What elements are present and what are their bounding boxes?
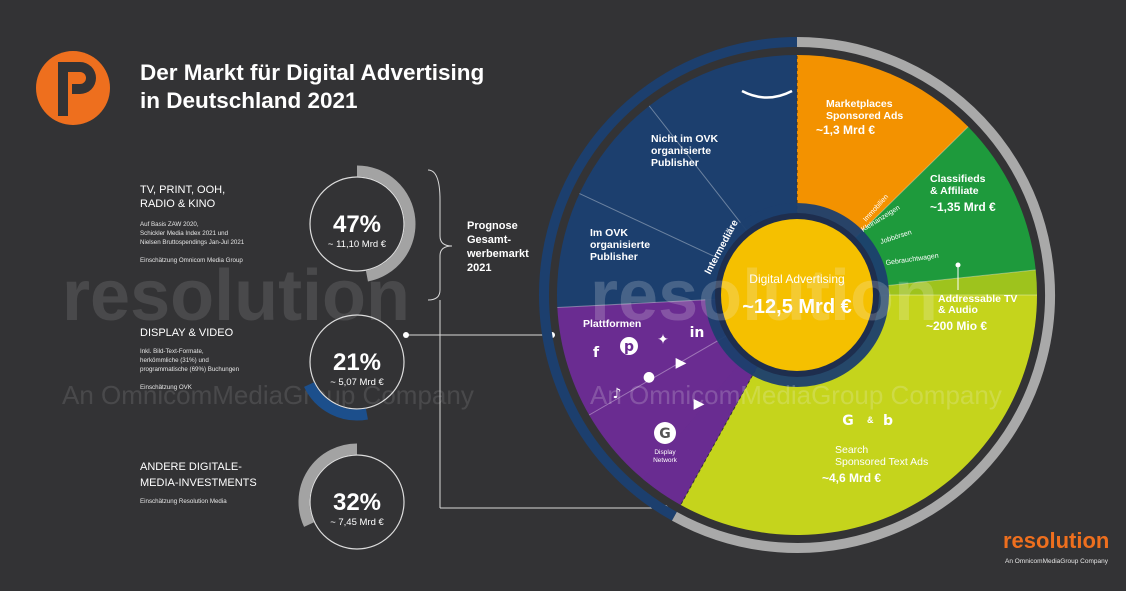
segment-label: Plattformen xyxy=(583,318,641,330)
category-title: ANDERE DIGITALE- xyxy=(140,461,242,473)
page-title-line2: in Deutschland 2021 xyxy=(140,88,358,113)
prognose-label: Gesamt- xyxy=(467,234,511,246)
twitter-icon: ✦ xyxy=(657,332,669,348)
watermark-right-tagline: An OmnicomMediaGroup Company xyxy=(590,380,1002,410)
category-note: Einschätzung Omnicom Media Group xyxy=(140,257,243,264)
addressable-leader-dot xyxy=(955,262,961,268)
percent-value-tv: 47% xyxy=(333,211,381,238)
reddit-icon: ● xyxy=(643,369,655,385)
segment-value: ~4,6 Mrd € xyxy=(822,471,881,485)
outer-grey-ring xyxy=(671,37,1055,553)
category-title: TV, PRINT, OOH, xyxy=(140,184,225,196)
percent-value-other: 32% xyxy=(333,489,381,516)
segment-label: Display xyxy=(654,449,676,456)
segment-label: Search xyxy=(835,444,868,456)
category-display-video: DISPLAY & VIDEO Inkl. Bild-Text-Formate,… xyxy=(140,327,240,391)
amount-value-display: ~ 5,07 Mrd € xyxy=(330,377,384,388)
google-icon: G xyxy=(842,413,854,429)
amazon-icon xyxy=(741,89,793,99)
bracket-lines xyxy=(406,169,665,509)
segment-label: organisierte xyxy=(651,145,711,157)
category-tv-print: TV, PRINT, OOH, RADIO & KINO Auf Basis Z… xyxy=(140,184,245,264)
ring-track xyxy=(309,314,405,410)
ring-track xyxy=(309,454,405,550)
center-disc xyxy=(721,219,873,371)
brand-logo-icon xyxy=(36,51,110,125)
watermark-left-tagline: An OmnicomMediaGroup Company xyxy=(62,380,474,410)
segment-label: Publisher xyxy=(590,251,638,263)
dashed-divider xyxy=(680,364,759,506)
watermark-left: resolution An OmnicomMediaGroup Company xyxy=(62,256,474,410)
category-title: RADIO & KINO xyxy=(140,198,216,210)
segment-label: Sponsored Ads xyxy=(826,110,903,122)
segment-value: ~1,35 Mrd € xyxy=(930,200,996,214)
category-title: DISPLAY & VIDEO xyxy=(140,327,234,339)
center-label: Digital Advertising xyxy=(749,272,844,286)
segment-label: Nicht im OVK xyxy=(651,133,719,145)
pinterest-icon-bg xyxy=(620,337,638,355)
category-note: Auf Basis ZAW 2020, xyxy=(140,221,199,228)
bing-icon: b xyxy=(883,413,893,429)
category-note: programmatische (69%) Buchungen xyxy=(140,366,240,373)
segment-value: ~1,3 Mrd € xyxy=(816,123,875,137)
ring-share-arc xyxy=(356,165,416,282)
segment-label: Classifieds xyxy=(930,173,986,185)
prognose-label: werbemarkt xyxy=(466,248,529,260)
prognose-label: 2021 xyxy=(467,262,491,274)
segment-label: & Audio xyxy=(938,304,978,316)
watermark-right: resolution An OmnicomMediaGroup Company xyxy=(590,256,1002,410)
ampersand-label: & xyxy=(867,415,874,425)
digital-advertising-chart: Digital Advertising ~12,5 Mrd € Nicht im O… xyxy=(539,37,1055,553)
segment-label: & Affiliate xyxy=(930,185,979,197)
percentage-rings xyxy=(298,165,416,550)
prognose-label: Prognose xyxy=(467,220,518,232)
category-other-digital: ANDERE DIGITALE- MEDIA-INVESTMENTS Einsc… xyxy=(140,461,257,505)
pinterest-glyph-icon: p xyxy=(624,339,634,355)
category-note: herkömmliche (31%) und xyxy=(140,357,209,364)
ring-share-arc xyxy=(298,443,358,527)
ring-track xyxy=(309,176,405,272)
google-display-icon: G xyxy=(659,426,671,442)
youtube-icon: ▶ xyxy=(694,396,705,412)
segment-label: Publisher xyxy=(651,157,699,169)
segment-label: Network xyxy=(653,457,678,464)
category-note: Einschätzung OVK xyxy=(140,384,193,391)
google-display-icon-bg xyxy=(654,422,676,444)
footer-logo-tagline: An OmnicomMediaGroup Company xyxy=(1005,558,1109,565)
ring-share-arc xyxy=(304,382,368,421)
segment-label: Im OVK xyxy=(590,227,628,239)
category-note: Inkl. Bild-Text-Formate, xyxy=(140,348,204,355)
watermark-right-word: resolution xyxy=(590,256,938,336)
facebook-icon: f xyxy=(593,345,600,361)
connector-dot xyxy=(403,332,409,338)
segment-label: Marketplaces xyxy=(826,98,893,110)
percent-value-display: 21% xyxy=(333,349,381,376)
category-note: Nielsen Bruttospendings Jan-Jul 2021 xyxy=(140,239,245,246)
segment-value: ~200 Mio € xyxy=(926,319,987,333)
outer-navy-ring xyxy=(539,37,798,521)
amount-value-other: ~ 7,45 Mrd € xyxy=(330,517,384,528)
segment-label: organisierte xyxy=(590,239,650,251)
linkedin-icon: in xyxy=(690,325,705,341)
category-note: Einschätzung Resolution Media xyxy=(140,498,227,505)
category-note: Schickler Media Index 2021 und xyxy=(140,230,229,237)
center-value: ~12,5 Mrd € xyxy=(742,296,852,318)
page-title-line1: Der Markt für Digital Advertising xyxy=(140,60,484,85)
segment-label: Addressable TV xyxy=(938,293,1017,305)
watermark-left-word: resolution xyxy=(62,256,410,336)
segment-label: Sponsored Text Ads xyxy=(835,456,928,468)
amount-value-tv: ~ 11,10 Mrd € xyxy=(328,239,387,250)
tiktok-icon: ♪ xyxy=(613,386,622,402)
category-title: MEDIA-INVESTMENTS xyxy=(140,477,257,489)
footer-logo-word: resolution xyxy=(1003,528,1109,553)
clubhouse-icon: ▶ xyxy=(676,355,687,371)
